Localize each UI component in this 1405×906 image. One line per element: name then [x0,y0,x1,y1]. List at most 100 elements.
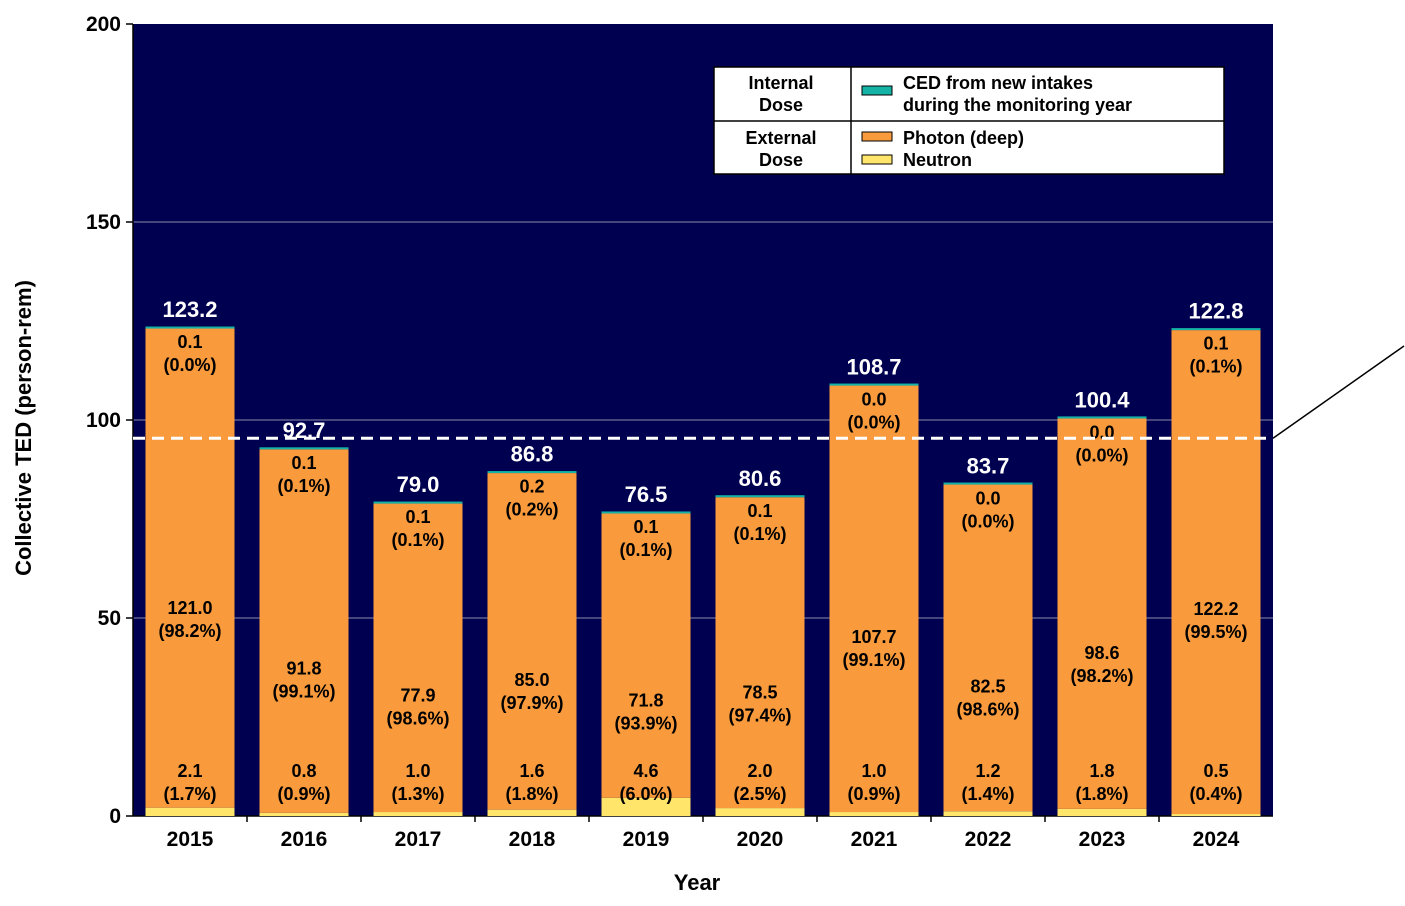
label-neutron-pct-2024: (0.4%) [1189,784,1242,804]
label-neutron-pct-2018: (1.8%) [505,784,558,804]
label-photon-value-2020: 78.5 [742,682,777,702]
bar-ced-2023 [1057,416,1147,419]
label-ced-value-2020: 0.1 [747,501,772,521]
total-label-2023: 100.4 [1074,387,1130,412]
label-photon-value-2016: 91.8 [286,658,321,678]
label-neutron-value-2022: 1.2 [975,761,1000,781]
y-tick-label-100: 100 [86,409,121,432]
total-label-2018: 86.8 [511,441,554,466]
bar-photon-2022 [943,484,1033,812]
x-tick-label-2017: 2017 [395,828,442,851]
label-photon-value-2022: 82.5 [970,676,1005,696]
bar-ced-2015 [145,326,235,329]
label-neutron-value-2018: 1.6 [519,761,544,781]
label-ced-pct-2015: (0.0%) [163,355,216,375]
label-neutron-value-2019: 4.6 [633,761,658,781]
bar-ced-2017 [373,501,463,504]
label-neutron-value-2024: 0.5 [1203,761,1228,781]
label-neutron-pct-2023: (1.8%) [1075,784,1128,804]
bar-photon-2024 [1171,330,1261,815]
legend-label-ced-line2: during the monitoring year [903,95,1132,115]
label-ced-value-2024: 0.1 [1203,334,1228,354]
y-tick-label-150: 150 [86,211,121,234]
label-photon-value-2017: 77.9 [400,686,435,706]
bar-neutron-2022 [943,811,1033,816]
y-axis-title: Collective TED (person-rem) [11,280,36,576]
bar-ced-2020 [715,495,805,498]
x-tick-label-2018: 2018 [509,828,556,851]
label-photon-pct-2015: (98.2%) [158,621,221,641]
bar-photon-2018 [487,473,577,810]
x-tick-label-2023: 2023 [1079,828,1126,851]
label-ced-value-2019: 0.1 [633,517,658,537]
total-label-2017: 79.0 [397,472,440,497]
bar-group [145,326,1261,816]
bar-neutron-2019 [601,797,691,816]
bar-photon-2021 [829,385,919,813]
label-photon-value-2021: 107.7 [851,627,896,647]
total-label-2020: 80.6 [739,466,782,491]
label-neutron-value-2016: 0.8 [291,761,316,781]
label-ced-pct-2021: (0.0%) [847,413,900,433]
label-photon-pct-2019: (93.9%) [614,714,677,734]
label-neutron-value-2020: 2.0 [747,761,772,781]
label-ced-pct-2018: (0.2%) [505,499,558,519]
total-label-2015: 123.2 [162,297,217,322]
label-neutron-value-2015: 2.1 [177,761,202,781]
label-neutron-pct-2015: (1.7%) [163,784,216,804]
label-neutron-pct-2019: (6.0%) [619,784,672,804]
label-photon-pct-2018: (97.9%) [500,693,563,713]
label-photon-value-2024: 122.2 [1193,599,1238,619]
y-tick-group: 0 50 100 150 200 [86,13,133,828]
legend: Internal Dose External Dose CED from new… [713,66,1225,175]
label-ced-pct-2020: (0.1%) [733,524,786,544]
label-ced-pct-2024: (0.1%) [1189,357,1242,377]
total-label-group: 123.292.779.086.876.580.6108.783.7100.41… [162,297,1243,507]
label-ced-pct-2022: (0.0%) [961,512,1014,532]
label-ced-pct-2023: (0.0%) [1075,445,1128,465]
label-photon-value-2023: 98.6 [1084,643,1119,663]
average-leader-line [1272,345,1405,439]
label-photon-value-2019: 71.8 [628,691,663,711]
label-photon-pct-2016: (99.1%) [272,681,335,701]
label-ced-pct-2019: (0.1%) [619,540,672,560]
y-tick-label-200: 200 [86,13,121,36]
bar-photon-2017 [373,503,463,813]
x-tick-label-2024: 2024 [1193,828,1240,851]
total-label-2024: 122.8 [1188,299,1243,324]
x-tick-label-2020: 2020 [737,828,784,851]
bar-ced-2018 [487,471,577,474]
legend-group-external-line1: External [745,128,816,148]
label-ced-value-2017: 0.1 [405,507,430,527]
legend-label-ced-line1: CED from new intakes [903,73,1093,93]
legend-group-internal-line1: Internal [748,73,813,93]
bar-neutron-2020 [715,808,805,816]
label-ced-value-2016: 0.1 [291,453,316,473]
x-tick-group: 2015 2016 2017 2018 2019 2020 2021 2022 2023 2024 [167,816,1240,851]
legend-swatch-ced [861,85,893,96]
x-tick-label-2021: 2021 [851,828,898,851]
label-photon-pct-2023: (98.2%) [1070,666,1133,686]
bar-neutron-2017 [373,812,463,816]
total-label-2019: 76.5 [625,482,668,507]
bar-ced-2016 [259,447,349,450]
label-photon-value-2018: 85.0 [514,670,549,690]
legend-group-internal-line2: Dose [759,95,803,115]
bar-neutron-2015 [145,807,235,816]
label-photon-pct-2021: (99.1%) [842,650,905,670]
total-label-2022: 83.7 [967,454,1010,479]
label-photon-pct-2024: (99.5%) [1184,622,1247,642]
bar-photon-2015 [145,328,235,808]
x-axis-title: Year [674,870,721,895]
total-label-2021: 108.7 [846,355,901,380]
y-tick-label-0: 0 [109,805,121,828]
label-neutron-value-2023: 1.8 [1089,761,1114,781]
legend-label-neutron: Neutron [903,150,972,170]
bar-photon-2019 [601,513,691,798]
label-ced-value-2018: 0.2 [519,476,544,496]
x-tick-label-2019: 2019 [623,828,670,851]
legend-swatch-neutron [861,154,893,165]
label-photon-pct-2017: (98.6%) [386,709,449,729]
bar-ced-2019 [601,511,691,514]
legend-group-external-line2: Dose [759,150,803,170]
